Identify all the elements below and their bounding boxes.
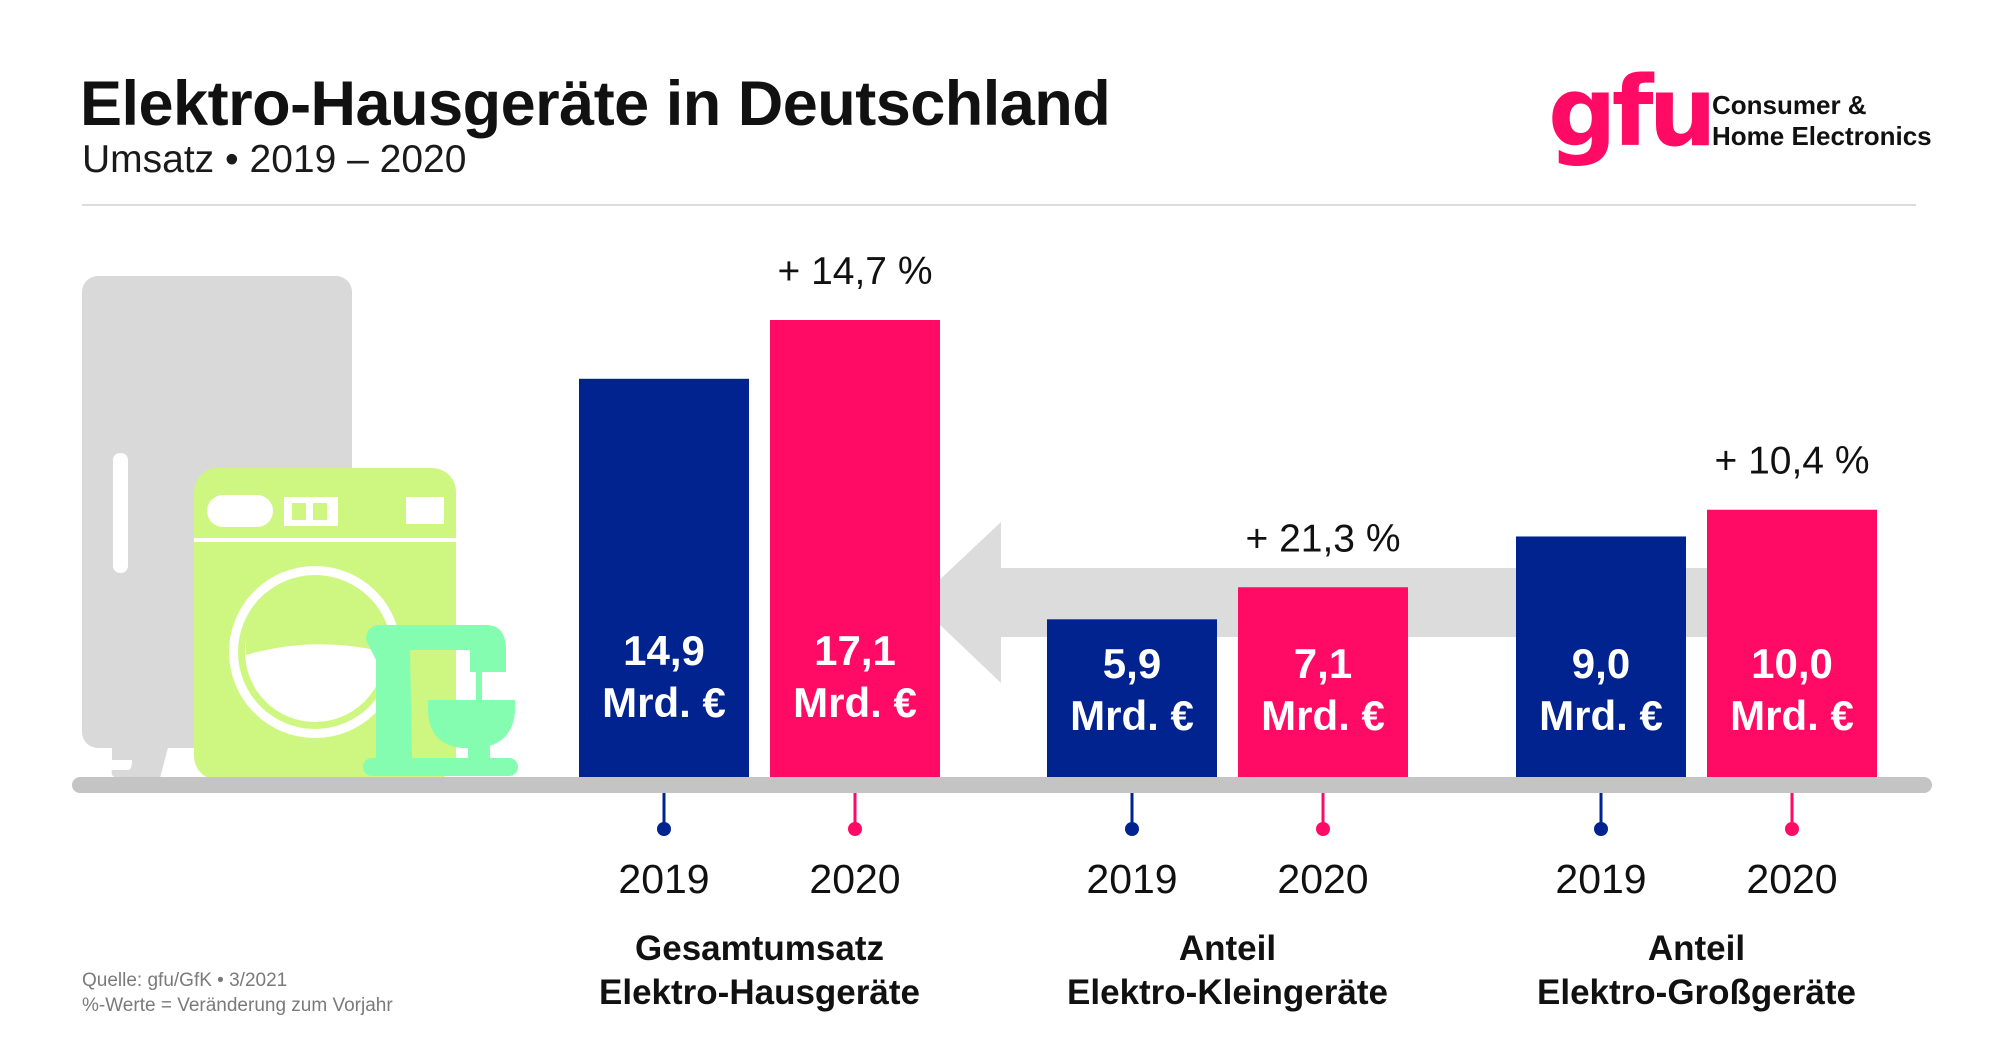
year-tick-label: 2019 <box>1555 856 1646 902</box>
year-tick-label: 2019 <box>618 856 709 902</box>
change-annotation: + 21,3 % <box>1245 517 1400 560</box>
year-dot <box>657 822 671 836</box>
bar-unit-label: Mrd. € <box>1261 692 1385 739</box>
bar-2020-0 <box>770 320 940 777</box>
page-subtitle: Umsatz • 2019 – 2020 <box>82 138 467 181</box>
year-tick-label: 2020 <box>1746 856 1837 902</box>
source-note: Quelle: gfu/GfK • 3/2021 %-Werte = Verän… <box>82 968 393 1018</box>
logo-line-1: Consumer & <box>1712 90 1867 120</box>
logo-mark: gfu <box>1548 56 1717 168</box>
year-tick-label: 2019 <box>1086 856 1177 902</box>
washing-machine-icon <box>194 468 456 780</box>
logo-text: Consumer & Home Electronics <box>1712 90 1932 152</box>
stand-mixer-icon <box>363 625 518 776</box>
bar-2019-1 <box>1047 619 1217 777</box>
category-label-line1: Anteil <box>1179 929 1276 968</box>
category-label-line1: Anteil <box>1648 929 1745 968</box>
bar-value-label: 10,0 <box>1751 640 1833 687</box>
bar-unit-label: Mrd. € <box>1070 692 1194 739</box>
bar-value-label: 17,1 <box>814 627 896 674</box>
bar-unit-label: Mrd. € <box>1539 692 1663 739</box>
change-annotation: + 14,7 % <box>777 250 932 293</box>
bar-2020-2 <box>1707 509 1877 777</box>
bar-2019-2 <box>1516 536 1686 777</box>
year-dot <box>1594 822 1608 836</box>
bar-unit-label: Mrd. € <box>793 679 917 726</box>
change-annotation: + 10,4 % <box>1714 440 1869 483</box>
year-dot <box>1316 822 1330 836</box>
source-line: Quelle: gfu/GfK • 3/2021 <box>82 970 288 991</box>
page-title: Elektro-Hausgeräte in Deutschland <box>80 69 1111 139</box>
bar-unit-label: Mrd. € <box>602 679 726 726</box>
bar-value-label: 14,9 <box>623 627 705 674</box>
chart-baseline <box>72 777 1932 793</box>
bar-unit-label: Mrd. € <box>1730 692 1854 739</box>
year-dot <box>1125 822 1139 836</box>
category-label-line1: Gesamtumsatz <box>635 929 884 968</box>
bar-value-label: 9,0 <box>1572 640 1630 687</box>
year-tick-label: 2020 <box>1277 856 1368 902</box>
year-tick-label: 2020 <box>809 856 900 902</box>
bar-2019-0 <box>579 378 749 777</box>
legend-note: %-Werte = Veränderung zum Vorjahr <box>82 995 393 1016</box>
year-dot <box>848 822 862 836</box>
category-label-line2: Elektro-Hausgeräte <box>599 973 920 1012</box>
category-label-line2: Elektro-Kleingeräte <box>1067 973 1388 1012</box>
bar-2020-1 <box>1238 587 1408 777</box>
header-divider <box>82 204 1916 206</box>
year-dot <box>1785 822 1799 836</box>
bar-value-label: 5,9 <box>1103 640 1161 687</box>
bar-value-label: 7,1 <box>1294 640 1352 687</box>
category-label-line2: Elektro-Großgeräte <box>1537 973 1856 1012</box>
logo-line-2: Home Electronics <box>1712 121 1932 151</box>
